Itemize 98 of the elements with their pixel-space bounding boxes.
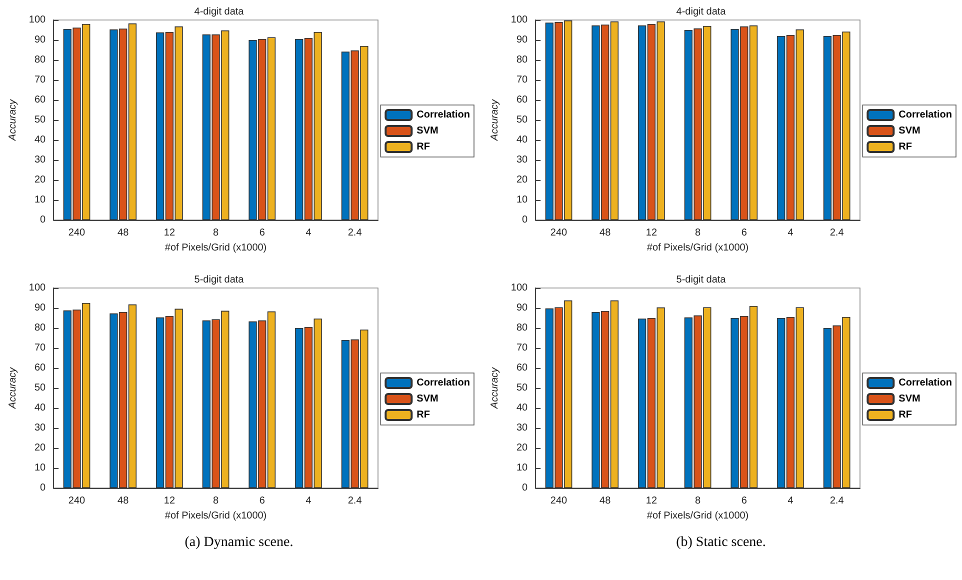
legend-label: RF xyxy=(416,410,430,420)
chart-title: 5-digit data xyxy=(194,274,244,286)
y-axis-title: Accuracy xyxy=(8,98,18,142)
legend-label: SVM xyxy=(898,126,920,136)
y-tick-label: 70 xyxy=(516,74,528,86)
x-axis-title: #of Pixels/Grid (x1000) xyxy=(164,510,267,522)
legend-label: Correlation xyxy=(898,110,952,120)
legend-label: Correlation xyxy=(898,378,952,388)
y-tick-label: 20 xyxy=(34,174,46,186)
y-tick-label: 20 xyxy=(516,442,528,454)
x-tick-label: 240 xyxy=(550,496,568,506)
x-tick-label: 2.4 xyxy=(348,496,362,506)
y-tick-label: 20 xyxy=(34,442,46,454)
chart-title: 4-digit data xyxy=(676,6,726,18)
y-tick-label: 30 xyxy=(34,422,46,434)
y-tick-label: 50 xyxy=(34,114,46,126)
y-tick-label: 70 xyxy=(516,342,528,354)
x-tick-label: 8 xyxy=(695,228,702,238)
x-tick-label: 48 xyxy=(118,228,130,238)
x-tick-label: 2.4 xyxy=(830,496,844,506)
y-tick-label: 90 xyxy=(34,302,46,314)
x-tick-label: 12 xyxy=(646,496,658,506)
y-tick-label: 40 xyxy=(34,134,46,146)
y-tick-label: 90 xyxy=(516,34,528,46)
x-tick-label: 8 xyxy=(213,496,220,506)
x-tick-label: 2.4 xyxy=(348,228,362,238)
y-axis-title: Accuracy xyxy=(8,366,18,410)
y-tick-label: 40 xyxy=(516,134,528,146)
x-tick-label: 4 xyxy=(788,228,794,238)
x-tick-label: 12 xyxy=(646,228,658,238)
y-tick-label: 90 xyxy=(34,34,46,46)
x-tick-label: 4 xyxy=(306,228,312,238)
y-tick-label: 10 xyxy=(516,194,528,206)
y-tick-label: 10 xyxy=(34,462,46,474)
y-tick-label: 40 xyxy=(34,402,46,414)
y-tick-label: 100 xyxy=(28,282,46,294)
x-axis-title: #of Pixels/Grid (x1000) xyxy=(646,510,749,522)
y-tick-label: 10 xyxy=(34,194,46,206)
x-tick-label: 8 xyxy=(695,496,702,506)
y-tick-label: 100 xyxy=(510,282,528,294)
y-tick-label: 80 xyxy=(34,54,46,66)
x-tick-label: 4 xyxy=(306,496,312,506)
y-tick-label: 90 xyxy=(516,302,528,314)
text: (a) Dynamic scene. xyxy=(184,535,294,551)
x-tick-label: 2.4 xyxy=(830,228,844,238)
x-tick-label: 12 xyxy=(164,496,176,506)
chart-title: 5-digit data xyxy=(676,274,726,286)
y-tick-label: 0 xyxy=(522,214,528,226)
y-tick-label: 0 xyxy=(522,482,528,494)
x-tick-label: 48 xyxy=(600,228,612,238)
legend-label: RF xyxy=(416,142,430,152)
y-tick-label: 100 xyxy=(28,14,46,26)
legend-label: Correlation xyxy=(416,378,470,388)
x-tick-label: 48 xyxy=(118,496,130,506)
x-tick-label: 6 xyxy=(259,496,266,506)
y-tick-label: 70 xyxy=(34,74,46,86)
y-tick-label: 0 xyxy=(40,214,46,226)
legend-label: SVM xyxy=(416,394,438,404)
y-tick-label: 0 xyxy=(40,482,46,494)
y-tick-label: 20 xyxy=(516,174,528,186)
y-tick-label: 60 xyxy=(34,94,46,106)
y-tick-label: 60 xyxy=(516,94,528,106)
chart-title: 4-digit data xyxy=(194,6,244,18)
y-tick-label: 50 xyxy=(516,114,528,126)
legend-label: SVM xyxy=(898,394,920,404)
y-tick-label: 50 xyxy=(34,382,46,394)
y-tick-label: 100 xyxy=(510,14,528,26)
x-axis-title: #of Pixels/Grid (x1000) xyxy=(646,242,749,254)
y-tick-label: 60 xyxy=(34,362,46,374)
y-tick-label: 30 xyxy=(516,422,528,434)
y-tick-label: 40 xyxy=(516,402,528,414)
y-tick-label: 80 xyxy=(516,54,528,66)
y-tick-label: 60 xyxy=(516,362,528,374)
x-tick-label: 48 xyxy=(600,496,612,506)
x-tick-label: 6 xyxy=(741,228,748,238)
legend-label: SVM xyxy=(416,126,438,136)
x-tick-label: 240 xyxy=(68,228,86,238)
x-tick-label: 12 xyxy=(164,228,176,238)
x-tick-label: 8 xyxy=(213,228,220,238)
text: (b) Static scene. xyxy=(675,535,767,551)
y-tick-label: 30 xyxy=(516,154,528,166)
legend-label: RF xyxy=(898,410,912,420)
legend-label: RF xyxy=(898,142,912,152)
y-tick-label: 50 xyxy=(516,382,528,394)
y-tick-label: 80 xyxy=(34,322,46,334)
x-tick-label: 4 xyxy=(788,496,794,506)
y-tick-label: 70 xyxy=(34,342,46,354)
x-tick-label: 6 xyxy=(259,228,266,238)
y-tick-label: 30 xyxy=(34,154,46,166)
y-axis-title: Accuracy xyxy=(490,366,500,410)
x-axis-title: #of Pixels/Grid (x1000) xyxy=(164,242,267,254)
x-tick-label: 240 xyxy=(68,496,86,506)
y-tick-label: 80 xyxy=(516,322,528,334)
x-tick-label: 240 xyxy=(550,228,568,238)
y-axis-title: Accuracy xyxy=(490,98,500,142)
x-tick-label: 6 xyxy=(741,496,748,506)
y-tick-label: 10 xyxy=(516,462,528,474)
legend-label: Correlation xyxy=(416,110,470,120)
